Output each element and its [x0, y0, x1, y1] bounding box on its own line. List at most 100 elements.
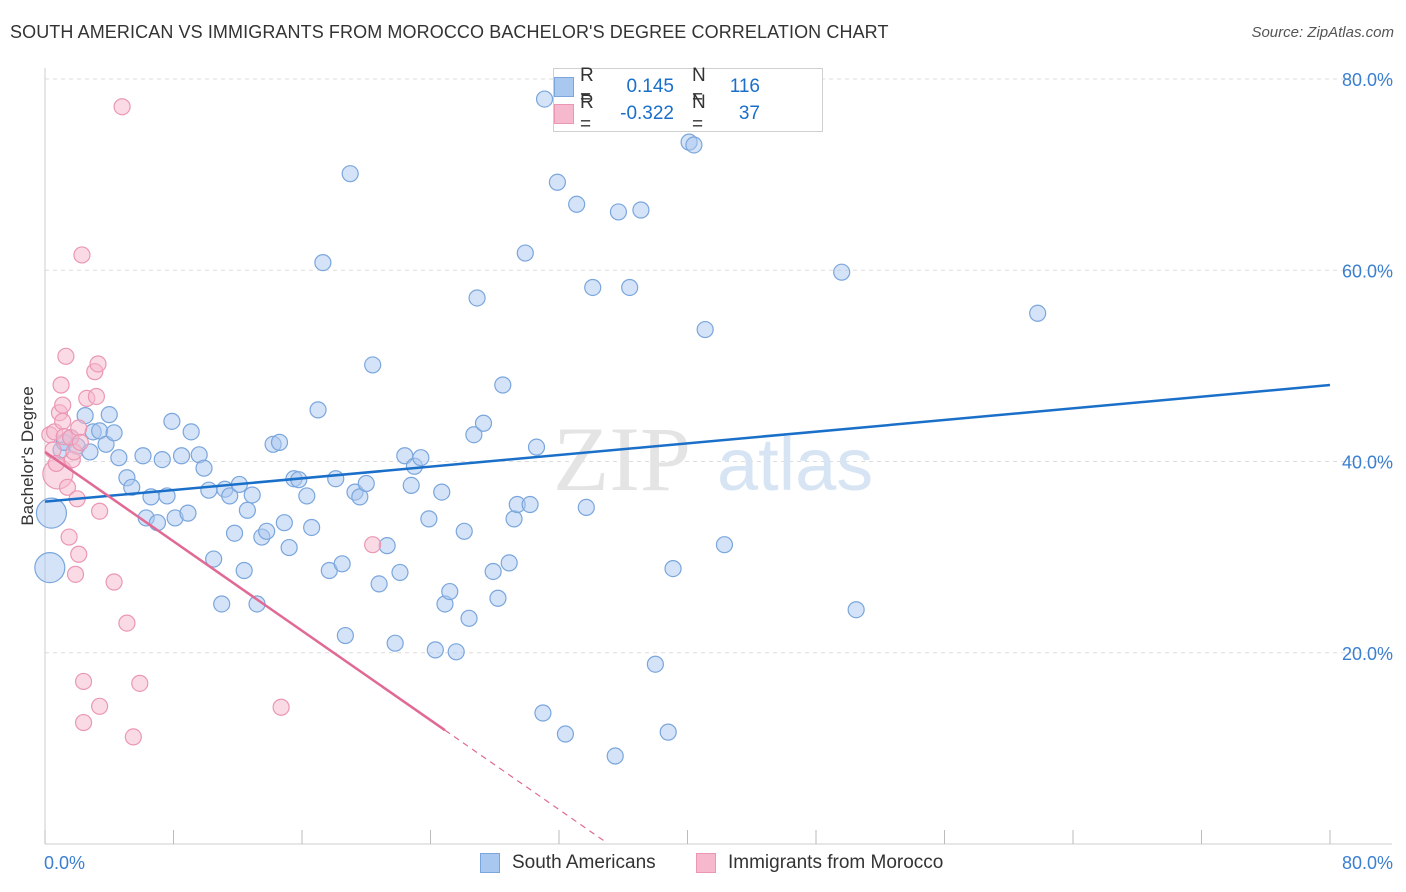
series-south-americans [34, 90, 1047, 765]
point-south-americans [364, 356, 382, 374]
legend-n-label: N = [692, 92, 706, 135]
trend-line-south-americans [44, 383, 1331, 503]
point-south-americans [455, 522, 473, 540]
point-south-americans [494, 376, 512, 394]
chart-title: SOUTH AMERICAN VS IMMIGRANTS FROM MOROCC… [10, 22, 889, 42]
point-immigrants-from-morocco [74, 672, 93, 691]
point-immigrants-from-morocco [73, 246, 91, 264]
axes [44, 68, 1392, 845]
point-south-americans [35, 497, 68, 529]
watermark-atlas: atlas [717, 423, 873, 506]
legend-item-immigrants-from-morocco[interactable]: Immigrants from Morocco [696, 852, 943, 874]
y-tick-label: 80.0% [1342, 70, 1393, 90]
point-south-americans [225, 524, 244, 542]
point-south-americans [659, 723, 677, 741]
point-south-americans [1029, 304, 1047, 322]
point-south-americans [110, 449, 128, 467]
source-label: Source: ZipAtlas.com [1251, 24, 1394, 41]
legend-swatch-immigrants-from-morocco [696, 853, 716, 873]
x-tick-label-max: 80.0% [1342, 853, 1393, 873]
point-immigrants-from-morocco [54, 396, 72, 414]
legend-swatch-pink [554, 104, 574, 124]
point-immigrants-from-morocco [54, 412, 72, 430]
point-south-americans [568, 195, 586, 213]
point-immigrants-from-morocco [118, 614, 136, 632]
point-south-americans [534, 704, 552, 722]
point-south-americans [153, 450, 171, 469]
point-south-americans [182, 423, 200, 441]
point-south-americans [34, 552, 66, 584]
legend-label-south-americans: South Americans [512, 852, 656, 873]
point-south-americans [420, 510, 438, 528]
trend-line-extension-immigrants-from-morocco [444, 729, 608, 844]
point-immigrants-from-morocco [87, 387, 106, 406]
point-south-americans [391, 563, 409, 582]
point-south-americans [664, 559, 682, 578]
point-south-americans [632, 201, 650, 219]
point-south-americans [489, 589, 507, 607]
point-south-americans [584, 278, 602, 297]
y-tick-labels: 20.0% 40.0% 60.0% 80.0% [1342, 70, 1393, 664]
point-south-americans [357, 474, 375, 493]
trend-line-immigrants-from-morocco [44, 450, 446, 732]
point-south-americans [516, 244, 534, 262]
point-south-americans [521, 495, 539, 514]
point-south-americans [238, 501, 256, 519]
point-south-americans [195, 459, 213, 477]
point-immigrants-from-morocco [124, 728, 142, 746]
legend-swatch-south-americans [480, 853, 500, 873]
point-south-americans [243, 486, 261, 504]
point-south-americans [606, 747, 624, 765]
point-south-americans [535, 90, 554, 108]
x-tick-marks [44, 830, 1331, 844]
series-legend: South Americans Immigrants from Morocco [0, 852, 1406, 878]
point-immigrants-from-morocco [113, 98, 131, 116]
point-south-americans [402, 476, 420, 495]
y-axis-label: Bachelor's Degree [18, 386, 37, 525]
point-south-americans [447, 643, 465, 661]
point-south-americans [505, 510, 523, 528]
point-south-americans [696, 320, 714, 339]
point-south-americans [370, 575, 388, 593]
legend-swatch-blue [554, 77, 574, 97]
point-south-americans [105, 424, 123, 442]
point-south-americans [134, 447, 152, 465]
point-south-americans [715, 536, 734, 554]
point-south-americans [100, 406, 118, 424]
y-tick-label: 40.0% [1342, 453, 1393, 473]
point-south-americans [258, 522, 276, 540]
point-immigrants-from-morocco [105, 573, 123, 591]
point-south-americans [163, 412, 181, 430]
point-south-americans [336, 626, 354, 645]
point-south-americans [468, 289, 486, 307]
legend-r-value: -0.322 [620, 103, 674, 124]
point-south-americans [123, 478, 141, 496]
point-immigrants-from-morocco [272, 698, 290, 716]
point-south-americans [548, 173, 566, 191]
point-south-americans [465, 426, 483, 444]
legend-row-immigrants-from-morocco: R = -0.322 N = 37 [554, 92, 760, 135]
series-immigrants-from-morocco [41, 98, 382, 746]
point-south-americans [646, 655, 664, 673]
point-immigrants-from-morocco [74, 713, 93, 732]
legend-r-label: R = [580, 92, 594, 135]
point-south-americans [280, 538, 298, 557]
legend-label-immigrants-from-morocco: Immigrants from Morocco [728, 852, 944, 873]
point-south-americans [441, 582, 459, 601]
point-south-americans [327, 470, 345, 488]
watermark: ZIP atlas [553, 408, 873, 510]
point-immigrants-from-morocco [57, 347, 75, 365]
point-south-americans [484, 562, 502, 581]
stats-legend: R = 0.145 N = 116 R = -0.322 N = 37 [553, 65, 823, 135]
point-south-americans [303, 518, 321, 537]
point-south-americans [847, 601, 865, 619]
point-south-americans [685, 136, 703, 154]
point-south-americans [426, 641, 444, 659]
legend-item-south-americans[interactable]: South Americans [480, 852, 656, 874]
legend-n-value: 116 [729, 76, 760, 97]
point-immigrants-from-morocco [70, 419, 88, 437]
point-south-americans [500, 554, 518, 572]
point-immigrants-from-morocco [58, 478, 77, 496]
point-south-americans [235, 561, 253, 580]
point-south-americans [460, 609, 478, 627]
